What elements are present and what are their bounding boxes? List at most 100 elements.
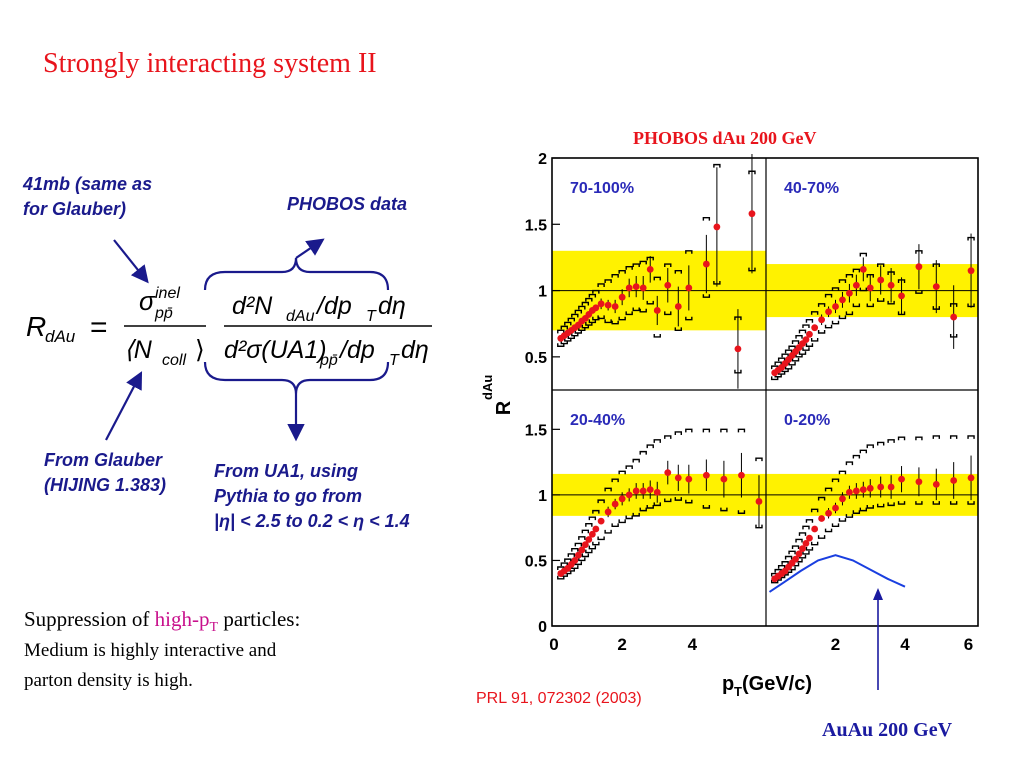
- data-point-2-24: [720, 475, 728, 483]
- sys-bracket-1-5-0: [788, 345, 796, 350]
- cross-section-note-line-2: for Glauber): [23, 199, 127, 219]
- sys-bracket-2-12-0: [604, 487, 612, 492]
- sys-bracket-2-12-1: [604, 529, 612, 534]
- formula-sigma: σ: [139, 286, 156, 316]
- sys-bracket-2-6-0: [578, 536, 586, 540]
- arrow-cross-section: [113, 239, 149, 284]
- formula-lhs-sub: dAu: [45, 327, 76, 346]
- sys-bracket-0-7-1: [581, 324, 590, 329]
- sys-bracket-3-23-1: [915, 501, 923, 505]
- formula-lhs: R: [26, 311, 46, 342]
- data-point-1-22: [898, 292, 905, 300]
- sys-bracket-0-18-1: [646, 300, 654, 305]
- sys-bracket-3-10-1: [805, 546, 814, 551]
- sys-bracket-1-17-0: [852, 268, 861, 273]
- suppression-text: Suppression of high-pT particles: Medium…: [24, 607, 300, 696]
- sys-bracket-0-22-1: [685, 316, 693, 321]
- data-point-3-16: [846, 488, 853, 496]
- xtick-label-right-1: 2: [831, 635, 840, 654]
- data-point-1-21: [887, 281, 895, 289]
- data-point-1-26: [967, 267, 975, 275]
- sys-bracket-2-21-0: [674, 431, 682, 435]
- data-point-1-23: [915, 263, 923, 271]
- sys-bracket-3-22-0: [897, 436, 906, 441]
- data-point-1-19: [866, 284, 874, 292]
- sys-bracket-0-17-0: [639, 260, 647, 265]
- data-point-1-18: [859, 265, 867, 273]
- data-point-3-18: [859, 486, 867, 494]
- sys-bracket-1-16-0: [845, 273, 854, 278]
- data-point-3-19: [866, 484, 874, 492]
- sys-bracket-0-2-1: [564, 337, 572, 342]
- sys-bracket-2-8-1: [585, 549, 593, 554]
- sys-bracket-0-2-0: [564, 321, 572, 326]
- sys-bracket-2-4-0: [571, 547, 579, 552]
- annotation-arrows: [105, 238, 390, 442]
- sys-bracket-2-10-0: [592, 509, 600, 514]
- sys-bracket-1-20-1: [876, 298, 885, 302]
- sys-bracket-1-4-0: [784, 349, 793, 354]
- formula-num2-sub: dAu: [286, 308, 315, 325]
- sys-bracket-0-24-0: [713, 163, 721, 168]
- data-point-2-17: [639, 487, 647, 495]
- sys-bracket-1-5-1: [788, 361, 796, 366]
- sys-bracket-0-0-1: [557, 343, 565, 347]
- sys-bracket-2-22-1: [685, 499, 693, 504]
- sys-bracket-2-3-0: [567, 553, 575, 557]
- ytick-label-top-1: 1: [538, 284, 547, 301]
- sys-bracket-1-20-0: [876, 263, 885, 268]
- sys-bracket-3-19-0: [866, 444, 874, 449]
- glauber-note: From Glauber (HIJING 1.383): [44, 448, 166, 498]
- ytick-label-bottom-3: 1.5: [525, 422, 547, 439]
- data-point-3-8: [799, 545, 806, 553]
- sys-bracket-1-10-0: [805, 319, 814, 323]
- sys-bracket-2-21-1: [674, 497, 682, 501]
- sys-bracket-3-17-1: [852, 510, 861, 514]
- sys-bracket-1-8-0: [798, 329, 807, 334]
- sys-bracket-0-12-0: [604, 279, 612, 283]
- sys-bracket-0-13-0: [611, 273, 619, 278]
- data-point-0-20: [664, 281, 672, 289]
- sys-bracket-3-6-0: [791, 545, 800, 550]
- sys-bracket-0-6-0: [578, 305, 586, 310]
- sys-bracket-3-25-0: [949, 435, 958, 439]
- data-point-1-16: [846, 289, 853, 297]
- sys-bracket-0-8-1: [585, 322, 593, 326]
- xtick-label-right-2: 4: [900, 635, 910, 654]
- sys-bracket-0-7-0: [581, 301, 590, 306]
- data-point-0-22: [685, 284, 693, 292]
- sys-bracket-1-7-0: [795, 334, 803, 339]
- data-point-3-25: [950, 477, 958, 484]
- sys-bracket-3-14-0: [831, 478, 840, 483]
- data-point-2-21: [674, 474, 682, 482]
- data-point-2-9: [588, 530, 596, 538]
- formula-sigma-sup: inel: [155, 285, 180, 302]
- sys-bracket-2-23-1: [702, 505, 711, 509]
- sys-bracket-3-18-1: [859, 507, 868, 512]
- sys-bracket-3-22-1: [897, 501, 906, 505]
- sys-bracket-3-21-1: [887, 502, 895, 507]
- data-point-2-20: [664, 469, 672, 476]
- sys-bracket-1-16-1: [845, 311, 854, 316]
- chart-heading: PHOBOS dAu 200 GeV: [633, 128, 817, 148]
- data-point-0-26: [748, 210, 756, 218]
- sys-bracket-2-9-1: [588, 545, 597, 550]
- sys-bracket-0-21-1: [674, 327, 682, 332]
- sys-bracket-2-19-0: [653, 439, 661, 443]
- data-point-0-18: [646, 265, 654, 273]
- xtick-label-left-0: 0: [549, 635, 558, 654]
- sys-bracket-0-9-0: [588, 293, 597, 298]
- sys-bracket-0-4-1: [571, 332, 579, 337]
- sys-bracket-1-4-1: [784, 365, 793, 370]
- data-point-2-7: [581, 541, 589, 549]
- data-point-3-10: [806, 534, 813, 542]
- data-point-2-23: [702, 471, 710, 479]
- data-point-1-11: [811, 324, 819, 332]
- sys-bracket-2-1-0: [560, 562, 568, 567]
- data-point-0-19: [653, 307, 661, 314]
- sys-bracket-2-22-0: [685, 428, 693, 433]
- data-point-0-12: [604, 301, 612, 309]
- sys-bracket-1-21-1: [887, 300, 895, 305]
- sys-bracket-1-9-0: [802, 324, 810, 329]
- sys-bracket-1-6-0: [791, 340, 800, 344]
